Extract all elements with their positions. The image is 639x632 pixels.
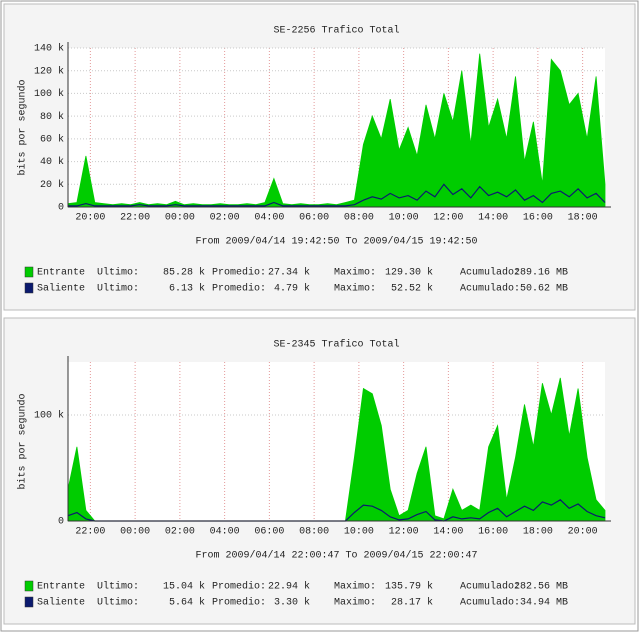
y-tick-label: 20 k [40,179,64,191]
stat-value: 28.17 k [391,597,433,609]
x-tick-label: 12:00 [433,213,463,224]
stat-label: Ultimo: [97,581,139,593]
x-tick-label: 18:00 [568,213,598,224]
stat-value: 6.13 k [169,283,205,295]
chart-subtitle: From 2009/04/14 19:42:50 To 2009/04/15 1… [195,236,477,248]
x-tick-label: 08:00 [344,213,374,224]
stat-value: 135.79 k [385,581,433,593]
stat-value: 27.34 k [268,267,310,279]
stat-label: Promedio: [212,597,266,609]
legend-label: Saliente [37,597,85,609]
stat-value: 129.30 k [385,267,433,279]
y-tick-label: 0 [58,517,64,528]
stat-value: 3.30 k [274,597,310,609]
x-tick-label: 04:00 [254,213,284,224]
y-tick-label: 140 k [34,43,64,55]
stat-label: Maximo: [334,581,376,593]
stat-value: 34.94 MB [520,598,568,609]
x-tick-label: 14:00 [478,213,508,224]
stat-label: Promedio: [212,581,266,593]
x-tick-label: 06:00 [254,527,284,538]
x-tick-label: 04:00 [210,527,240,538]
stat-value: 50.62 MB [520,284,568,295]
x-tick-label: 00:00 [165,213,195,224]
x-tick-label: 20:00 [75,213,105,224]
stat-label: Acumulado: [460,267,520,279]
x-tick-label: 20:00 [568,527,598,538]
stat-label: Ultimo: [97,597,139,609]
y-tick-label: 80 k [40,111,64,123]
stat-label: Acumulado: [460,283,520,295]
stat-label: Ultimo: [97,283,139,295]
stat-value: 4.79 k [274,283,310,295]
x-tick-label: 06:00 [299,213,329,224]
x-tick-label: 18:00 [523,527,553,538]
legend-swatch [24,596,34,608]
stat-label: Acumulado: [460,597,520,609]
x-tick-label: 02:00 [165,527,195,538]
x-tick-label: 10:00 [344,527,374,538]
chart-title: SE-2256 Trafico Total [273,25,399,37]
stat-value: 52.52 k [391,283,433,295]
legend-swatch [24,580,34,592]
legend-swatch [24,282,34,294]
x-tick-label: 08:00 [299,527,329,538]
stat-value: 289.16 MB [514,268,568,279]
x-tick-label: 22:00 [120,213,150,224]
stat-value: 282.56 MB [514,582,568,593]
y-tick-label: 100 k [34,410,64,422]
x-tick-label: 12:00 [389,527,419,538]
y-axis-label: bits por segundo [17,79,29,175]
y-tick-label: 100 k [34,88,64,100]
stat-value: 22.94 k [268,581,310,593]
x-tick-label: 02:00 [210,213,240,224]
stat-label: Maximo: [334,597,376,609]
stat-label: Promedio: [212,267,266,279]
x-tick-label: 14:00 [433,527,463,538]
line [68,183,606,207]
stat-label: Ultimo: [97,267,139,279]
stat-value: 5.64 k [169,597,205,609]
chart-subtitle: From 2009/04/14 22:00:47 To 2009/04/15 2… [195,550,477,562]
chart-title: SE-2345 Trafico Total [273,339,399,351]
legend-swatch [24,266,34,278]
stat-value: 15.04 k [163,581,205,593]
stat-label: Maximo: [334,267,376,279]
y-axis-label: bits por segundo [17,393,29,489]
x-tick-label: 22:00 [75,527,105,538]
x-tick-label: 16:00 [478,527,508,538]
x-tick-label: 16:00 [523,213,553,224]
stat-value: 85.28 k [163,267,205,279]
y-tick-label: 60 k [40,133,64,145]
legend-label: Entrante [37,268,85,279]
legend-label: Saliente [37,283,85,295]
legend-label: Entrante [37,582,85,593]
stat-label: Maximo: [334,283,376,295]
x-tick-label: 00:00 [120,527,150,538]
y-tick-label: 120 k [34,65,64,77]
y-tick-label: 0 [58,203,64,214]
y-tick-label: 40 k [40,156,64,168]
stat-label: Promedio: [212,283,266,295]
area [67,53,606,208]
x-tick-label: 10:00 [389,213,419,224]
stat-label: Acumulado: [460,581,520,593]
